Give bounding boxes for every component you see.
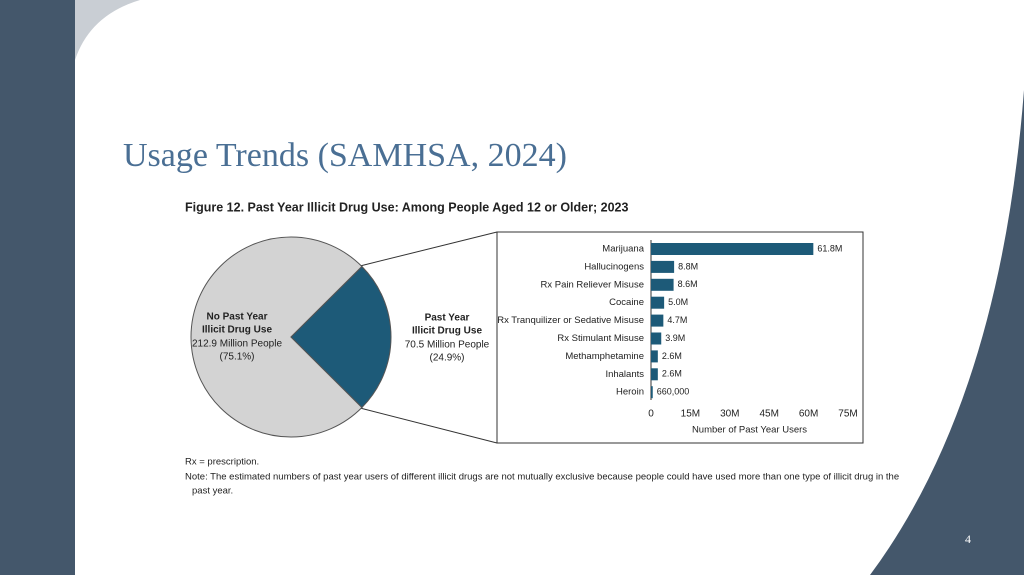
value-label: 5.0M: [668, 297, 688, 307]
note: Rx = prescription.: [185, 457, 259, 468]
value-label: 2.6M: [662, 351, 682, 361]
connector: [359, 231, 498, 267]
x-tick-label: 75M: [838, 409, 857, 420]
slide-title: Usage Trends (SAMHSA, 2024): [123, 137, 567, 174]
y-tick-label: Cocaine: [609, 297, 644, 308]
y-tick-label: Rx Pain Reliever Misuse: [541, 279, 644, 290]
bar: [651, 314, 664, 327]
y-tick-label: Hallucinogens: [584, 261, 644, 272]
pie-slice: [190, 236, 363, 438]
y-tick-label: Inhalants: [605, 369, 644, 380]
page-number: 4: [965, 532, 971, 546]
pie-value-label: (24.9%): [429, 353, 464, 364]
bar: [651, 332, 662, 345]
figure-title: Figure 12. Past Year Illicit Drug Use: A…: [185, 200, 628, 214]
pie-label: Illicit Drug Use: [202, 325, 272, 336]
x-tick-label: 15M: [681, 409, 700, 420]
corner-decoration: [75, 0, 140, 60]
pie-sublabel: 70.5 Million People: [405, 340, 490, 351]
x-tick-label: 0: [648, 409, 654, 420]
x-tick-label: 30M: [720, 409, 739, 420]
y-tick-label: Heroin: [616, 387, 644, 398]
bar: [651, 296, 665, 309]
value-label: 660,000: [657, 387, 690, 397]
bar: [651, 278, 674, 291]
x-tick-label: 45M: [759, 409, 778, 420]
x-tick-label: 60M: [799, 409, 818, 420]
bar: [651, 368, 658, 381]
value-label: 8.8M: [678, 261, 698, 271]
y-tick-label: Marijuana: [602, 244, 644, 255]
pie-label: Illicit Drug Use: [412, 326, 482, 337]
value-label: 61.8M: [817, 243, 842, 253]
connector: [359, 407, 498, 444]
y-tick-label: Rx Stimulant Misuse: [557, 333, 644, 344]
pie-slice: [290, 265, 392, 409]
value-label: 3.9M: [665, 333, 685, 343]
value-label: 4.7M: [667, 315, 687, 325]
pie-sublabel: 212.9 Million People: [192, 339, 282, 350]
pie-label: Past Year: [425, 313, 470, 324]
bar: [651, 243, 814, 255]
bar: [651, 350, 658, 363]
value-label: 8.6M: [678, 279, 698, 289]
pie-value-label: (75.1%): [219, 352, 254, 363]
bar: [651, 260, 675, 273]
y-tick-label: Rx Tranquilizer or Sedative Misuse: [497, 315, 644, 326]
x-axis-label: Number of Past Year Users: [692, 425, 807, 436]
bar-panel: [496, 231, 864, 444]
y-tick-label: Methamphetamine: [565, 351, 644, 362]
bar: [651, 386, 653, 399]
pie-label: No Past Year: [207, 312, 268, 323]
value-label: 2.6M: [662, 369, 682, 379]
note: past year.: [192, 486, 233, 497]
note: Note: The estimated numbers of past year…: [185, 472, 899, 483]
